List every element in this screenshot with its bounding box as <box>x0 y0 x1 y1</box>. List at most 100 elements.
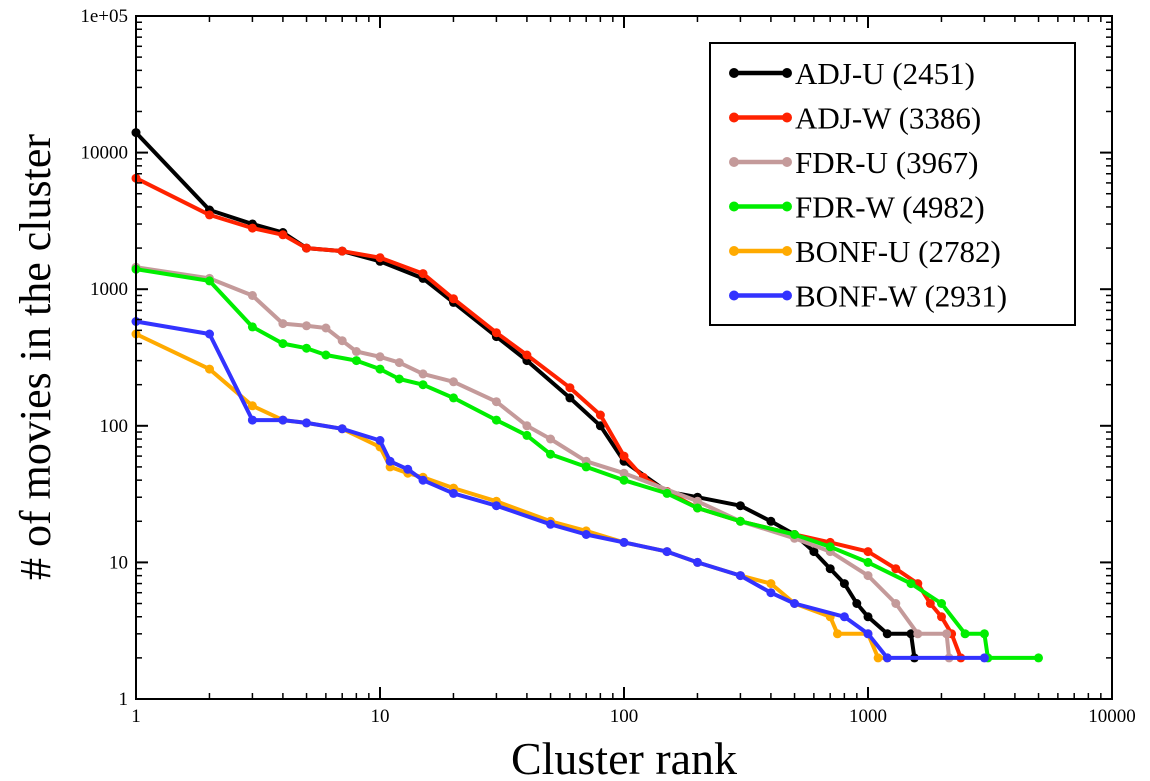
data-point <box>960 629 970 639</box>
legend-item: BONF-W (2931) <box>729 279 1007 314</box>
data-point <box>1034 653 1043 663</box>
series-3 <box>131 264 1043 663</box>
legend-label: BONF-U (2782) <box>795 234 1001 269</box>
data-point <box>825 542 835 552</box>
y-tick-label: 10 <box>109 552 128 573</box>
data-point <box>247 223 257 233</box>
data-point <box>735 501 745 511</box>
data-point <box>891 564 901 574</box>
legend-marker <box>782 157 792 167</box>
data-point <box>375 436 385 445</box>
data-point <box>595 410 605 420</box>
data-point <box>735 516 745 526</box>
data-point <box>321 323 331 333</box>
x-tick-label: 1 <box>131 706 141 727</box>
legend-marker <box>782 201 792 212</box>
data-point <box>619 468 629 478</box>
data-point <box>925 599 935 608</box>
data-point <box>619 475 629 485</box>
series-line <box>135 267 1039 660</box>
data-point <box>385 456 395 466</box>
series-line <box>135 332 888 660</box>
data-point <box>247 322 257 332</box>
data-point <box>522 350 532 360</box>
data-point <box>595 421 605 431</box>
data-point <box>825 564 835 574</box>
data-point <box>891 599 901 608</box>
data-point <box>302 321 311 331</box>
data-point <box>247 291 257 300</box>
data-point <box>394 358 404 368</box>
y-tick-label: 1000 <box>90 279 128 300</box>
legend-marker <box>729 246 739 256</box>
y-tick-label: 1e+05 <box>80 6 128 27</box>
data-point <box>863 571 873 581</box>
legend-marker <box>782 246 792 256</box>
data-point <box>278 339 288 349</box>
legend-marker <box>782 290 792 301</box>
data-point <box>375 253 385 263</box>
x-axis-title: Cluster rank <box>511 733 737 781</box>
legend-item: ADJ-W (3386) <box>729 101 981 136</box>
data-point <box>619 537 629 547</box>
data-point <box>546 449 555 459</box>
data-point <box>565 383 575 393</box>
series-5 <box>131 317 989 663</box>
y-tick-label: 100 <box>100 416 129 437</box>
data-point <box>418 369 428 379</box>
data-point <box>833 629 842 639</box>
data-point <box>693 557 702 567</box>
data-point <box>790 599 799 608</box>
legend-label: BONF-W (2931) <box>795 279 1007 314</box>
data-point <box>278 415 288 425</box>
data-point <box>906 579 916 589</box>
legend: ADJ-U (2451) ADJ-W (3386) FDR-U (3967) FDR-… <box>709 42 1076 326</box>
data-point <box>790 530 799 539</box>
legend-label: ADJ-W (3386) <box>795 101 981 136</box>
data-point <box>337 246 347 256</box>
data-point <box>522 430 532 440</box>
data-point <box>205 329 214 339</box>
x-tick-label: 1000 <box>849 706 887 727</box>
data-point <box>302 243 311 253</box>
x-tick-label: 100 <box>610 706 639 727</box>
series-4 <box>131 329 892 663</box>
legend-marker <box>729 290 739 301</box>
data-point <box>491 328 501 338</box>
data-point <box>403 464 413 474</box>
data-point <box>581 530 591 539</box>
data-point <box>351 347 361 356</box>
data-point <box>302 418 311 428</box>
data-point <box>522 421 532 431</box>
data-point <box>418 475 428 485</box>
data-point <box>766 588 776 598</box>
legend-label: FDR-U (3967) <box>795 145 978 180</box>
data-point <box>449 294 458 304</box>
legend-marker <box>782 68 792 78</box>
x-tick-label: 10000 <box>1088 706 1136 727</box>
data-point <box>693 503 702 513</box>
data-point <box>205 364 214 374</box>
legend-label: ADJ-U (2451) <box>795 56 975 91</box>
legend-item: ADJ-U (2451) <box>729 56 975 91</box>
data-point <box>863 557 873 567</box>
data-point <box>863 612 873 622</box>
data-point <box>491 415 501 425</box>
data-point <box>873 653 883 663</box>
data-point <box>565 393 575 403</box>
data-point <box>863 547 873 557</box>
data-point <box>662 547 672 557</box>
legend-item: FDR-W (4982) <box>729 190 985 225</box>
data-point <box>205 276 214 286</box>
data-point <box>942 629 952 639</box>
data-point <box>882 629 892 639</box>
data-point <box>937 599 946 608</box>
data-point <box>491 501 501 511</box>
data-point <box>979 629 989 639</box>
legend-label: FDR-W (4982) <box>795 190 985 225</box>
data-point <box>337 336 347 346</box>
data-point <box>619 451 629 461</box>
data-point <box>394 374 404 384</box>
data-point <box>581 462 591 472</box>
data-point <box>839 612 849 622</box>
